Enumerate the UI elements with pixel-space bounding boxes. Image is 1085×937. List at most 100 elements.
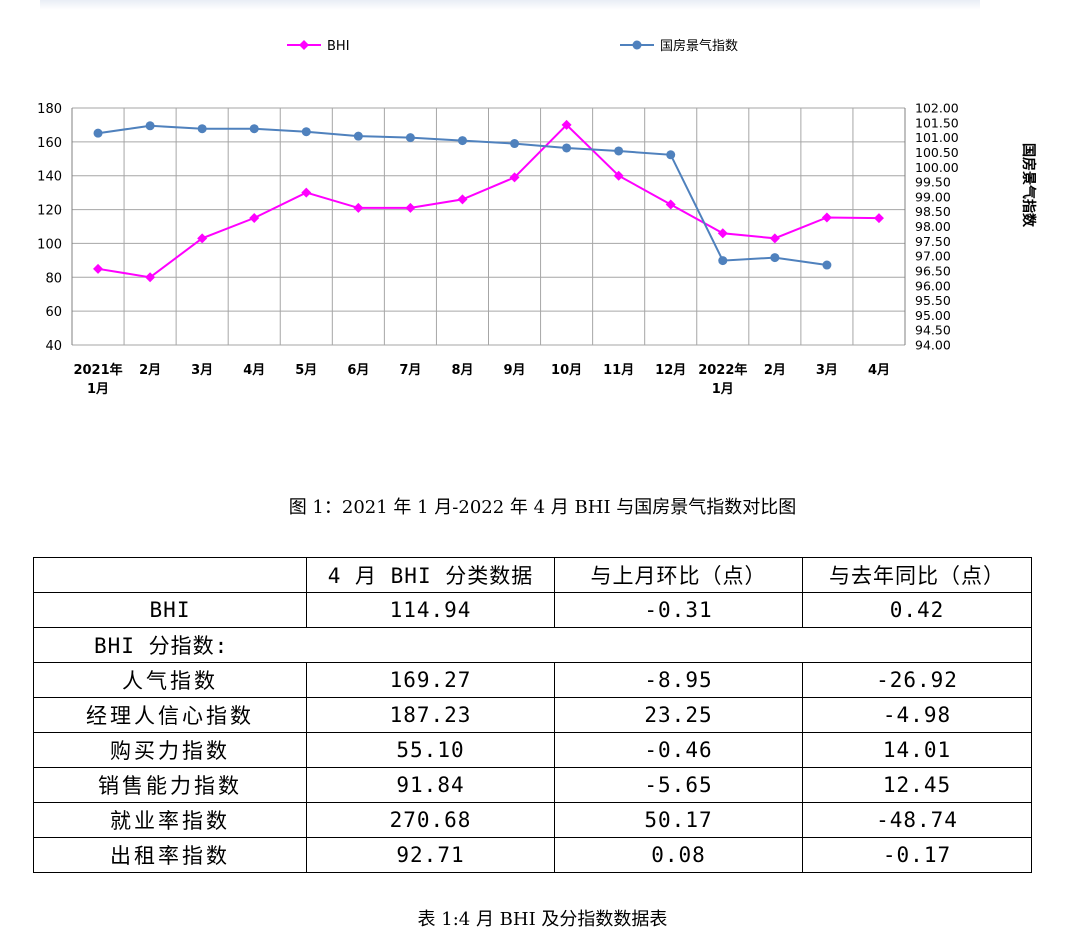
- data-point-guofang: [145, 121, 155, 131]
- bhi-comparison-chart: 40 60 80 100 120 140 160 180 94.0094.5095.0095.5…: [37, 38, 1037, 397]
- data-point-guofang: [301, 127, 311, 137]
- right-tick-label: 97.50: [915, 234, 951, 249]
- right-tick-label: 99.50: [915, 175, 951, 190]
- x-tick-label: 3月: [191, 363, 213, 378]
- legend-marker: [632, 40, 642, 50]
- data-point-bhi: [145, 272, 156, 283]
- x-tick-label: 6月: [347, 363, 369, 378]
- right-tick-label: 94.00: [915, 338, 951, 353]
- row-value: 55.10: [306, 732, 555, 768]
- x-tick-label: 9月: [504, 363, 526, 378]
- left-tick-label: 140: [37, 170, 62, 185]
- row-value: 91.84: [306, 767, 555, 803]
- row-label: 就业率指数: [33, 802, 307, 838]
- header-yoy: 与去年同比（点）: [802, 557, 1032, 593]
- x-tick-label: 4月: [868, 363, 890, 378]
- right-tick-label: 98.50: [915, 204, 951, 219]
- data-point-bhi: [769, 233, 780, 244]
- table-row: 经理人信心指数 187.23 23.25 -4.98: [33, 697, 1032, 733]
- row-yoy: 12.45: [802, 767, 1032, 803]
- legend-label: BHI: [327, 39, 350, 54]
- figure-caption: 图 1：2021 年 1 月-2022 年 4 月 BHI 与国房景气指数对比图: [288, 497, 797, 518]
- data-point-guofang: [770, 253, 780, 263]
- data-point-guofang: [197, 124, 207, 134]
- table-row: 就业率指数 270.68 50.17 -48.74: [33, 802, 1032, 838]
- data-point-guofang: [822, 260, 832, 270]
- header-mom: 与上月环比（点）: [554, 557, 803, 593]
- data-point-bhi: [717, 228, 728, 239]
- row-label: 购买力指数: [33, 732, 307, 768]
- series-line-bhi: [97, 123, 880, 279]
- row-yoy: -48.74: [802, 802, 1032, 838]
- left-tick-label: 60: [45, 305, 62, 320]
- right-tick-label: 95.00: [915, 308, 951, 323]
- row-mom: 50.17: [554, 802, 803, 838]
- row-yoy: 14.01: [802, 732, 1032, 768]
- row-value: 92.71: [306, 837, 555, 873]
- table-row: 销售能力指数 91.84 -5.65 12.45: [33, 767, 1032, 803]
- legend-marker: [299, 40, 309, 50]
- x-tick-label: 5月: [295, 363, 317, 378]
- data-point-bhi: [249, 213, 260, 224]
- row-yoy: -0.17: [802, 837, 1032, 873]
- row-label: 出租率指数: [33, 837, 307, 873]
- data-point-bhi: [93, 263, 104, 274]
- legend-label: 国房景气指数: [660, 38, 738, 54]
- row-label: 经理人信心指数: [33, 697, 307, 733]
- data-point-bhi: [457, 194, 468, 205]
- row-value: 187.23: [306, 697, 555, 733]
- data-point-bhi: [873, 213, 884, 224]
- left-tick-label: 160: [37, 136, 62, 151]
- row-yoy: 0.42: [802, 592, 1032, 628]
- x-tick-label: 11月: [603, 363, 634, 378]
- row-value: 169.27: [306, 662, 555, 698]
- data-point-bhi: [821, 212, 832, 223]
- data-point-guofang: [718, 256, 728, 266]
- data-point-guofang: [510, 139, 520, 149]
- data-point-bhi: [509, 172, 520, 183]
- right-tick-label: 99.00: [915, 189, 951, 204]
- right-tick-label: 97.00: [915, 249, 951, 264]
- right-tick-label: 100.50: [915, 145, 959, 160]
- data-point-guofang: [353, 131, 363, 141]
- row-yoy: -4.98: [802, 697, 1032, 733]
- x-tick-label: 7月: [399, 363, 421, 378]
- row-label: BHI: [33, 592, 307, 628]
- data-point-bhi: [301, 187, 312, 198]
- data-point-bhi: [353, 202, 364, 213]
- left-tick-label: 40: [45, 339, 62, 354]
- table-caption: 表 1:4 月 BHI 及分指数数据表: [417, 909, 668, 930]
- data-point-bhi: [665, 199, 676, 210]
- row-yoy: -26.92: [802, 662, 1032, 698]
- table-row: 人气指数 169.27 -8.95 -26.92: [33, 662, 1032, 698]
- right-tick-label: 95.50: [915, 293, 951, 308]
- right-tick-label: 101.50: [915, 115, 959, 130]
- data-point-guofang: [405, 133, 415, 143]
- left-tick-label: 100: [37, 237, 62, 252]
- left-tick-label: 80: [45, 271, 62, 286]
- data-point-bhi: [561, 119, 572, 130]
- subindex-title: BHI 分指数:: [33, 627, 1032, 663]
- right-tick-label: 100.00: [915, 160, 959, 175]
- table-row: 购买力指数 55.10 -0.46 14.01: [33, 732, 1032, 768]
- right-tick-label: 102.00: [915, 101, 959, 116]
- right-tick-label: 96.50: [915, 263, 951, 278]
- left-tick-label: 180: [37, 102, 62, 117]
- x-tick-label: 12月: [655, 363, 686, 378]
- data-point-bhi: [405, 202, 416, 213]
- row-mom: 0.08: [554, 837, 803, 873]
- row-mom: -0.46: [554, 732, 803, 768]
- x-tick-label: 1月: [87, 382, 109, 397]
- header-empty: [33, 557, 307, 593]
- right-tick-label: 101.00: [915, 130, 959, 145]
- header-april-data: 4 月 BHI 分类数据: [306, 557, 555, 593]
- data-point-guofang: [614, 146, 624, 156]
- data-point-bhi: [197, 233, 208, 244]
- right-tick-label: 96.00: [915, 278, 951, 293]
- data-point-guofang: [666, 150, 676, 160]
- row-mom: 23.25: [554, 697, 803, 733]
- table-row-bhi: BHI 114.94 -0.31 0.42: [33, 592, 1032, 628]
- data-point-guofang: [93, 128, 103, 138]
- data-point-guofang: [457, 136, 467, 146]
- row-mom: -0.31: [554, 592, 803, 628]
